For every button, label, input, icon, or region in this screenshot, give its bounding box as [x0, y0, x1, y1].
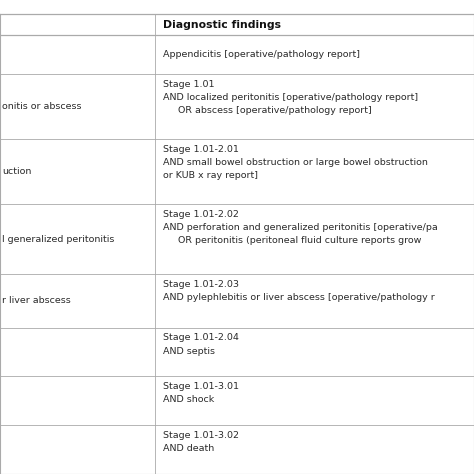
Text: Stage 1.01-2.01: Stage 1.01-2.01 [163, 145, 238, 154]
Text: uction: uction [2, 167, 32, 176]
Text: Stage 1.01-2.04: Stage 1.01-2.04 [163, 333, 238, 342]
Text: Diagnostic findings: Diagnostic findings [163, 19, 281, 30]
Text: Stage 1.01: Stage 1.01 [163, 80, 214, 89]
Text: r liver abscess: r liver abscess [2, 296, 71, 305]
Text: l generalized peritonitis: l generalized peritonitis [2, 235, 115, 244]
Text: AND pylephlebitis or liver abscess [operative/pathology r: AND pylephlebitis or liver abscess [oper… [163, 293, 434, 302]
Text: AND death: AND death [163, 444, 214, 453]
Text: OR abscess [operative/pathology report]: OR abscess [operative/pathology report] [163, 106, 371, 115]
Text: Stage 1.01-2.03: Stage 1.01-2.03 [163, 280, 238, 289]
Text: or KUB x ray report]: or KUB x ray report] [163, 171, 257, 180]
Text: AND perforation and generalized peritonitis [operative/pa: AND perforation and generalized peritoni… [163, 223, 438, 232]
Text: Stage 1.01-2.02: Stage 1.01-2.02 [163, 210, 238, 219]
Text: AND localized peritonitis [operative/pathology report]: AND localized peritonitis [operative/pat… [163, 93, 418, 102]
Text: Appendicitis [operative/pathology report]: Appendicitis [operative/pathology report… [163, 50, 360, 59]
Text: OR peritonitis (peritoneal fluid culture reports grow: OR peritonitis (peritoneal fluid culture… [163, 237, 421, 246]
Text: AND shock: AND shock [163, 395, 214, 404]
Text: AND small bowel obstruction or large bowel obstruction: AND small bowel obstruction or large bow… [163, 158, 428, 167]
Text: Stage 1.01-3.01: Stage 1.01-3.01 [163, 382, 238, 391]
Text: AND septis: AND septis [163, 346, 215, 356]
Text: onitis or abscess: onitis or abscess [2, 102, 82, 111]
Text: Stage 1.01-3.02: Stage 1.01-3.02 [163, 431, 238, 440]
